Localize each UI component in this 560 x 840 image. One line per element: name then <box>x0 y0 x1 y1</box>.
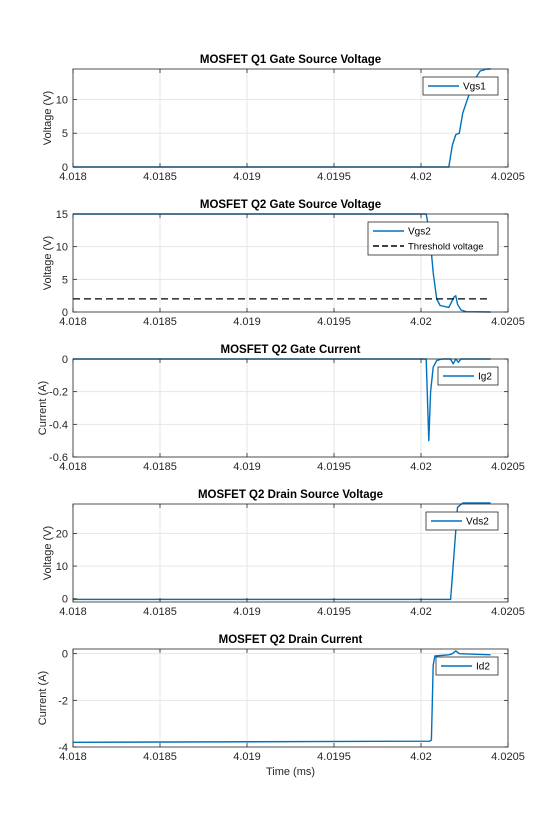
x-tick-label: 4.02 <box>410 751 431 763</box>
chart-title: MOSFET Q2 Gate Source Voltage <box>200 199 381 211</box>
y-tick-label: 10 <box>56 94 68 106</box>
x-tick-label: 4.0195 <box>317 461 351 473</box>
y-axis-label: Current (A) <box>37 381 49 435</box>
y-tick-label: 10 <box>56 561 68 573</box>
y-tick-label: 0 <box>62 307 68 319</box>
x-tick-label: 4.018 <box>59 461 87 473</box>
subplot-3: 4.018 4.0185 4.019 4.0195 4.02 4.0205 -0.6 -0.4… <box>37 344 525 473</box>
axes-box <box>72 68 509 168</box>
legend-label: Threshold voltage <box>408 242 484 253</box>
y-tick-label: 15 <box>56 209 68 221</box>
legend: Vgs2 Threshold voltage <box>367 221 499 256</box>
x-tick-label: 4.019 <box>233 606 261 618</box>
subplot-1: 4.018 4.0185 4.019 4.0195 4.02 4.0205 0 5 10 MOSF… <box>42 54 525 183</box>
x-tick-label: 4.0205 <box>491 751 525 763</box>
x-tick-label: 4.0185 <box>143 316 177 328</box>
y-tick-label: 0 <box>62 162 68 174</box>
axes-box <box>72 213 509 313</box>
x-tick-label: 4.018 <box>59 606 87 618</box>
plot-area <box>73 359 508 457</box>
subplot-4: 4.018 4.0185 4.019 4.0195 4.02 4.0205 0 10 20 MOS… <box>42 489 525 618</box>
plot-area <box>73 649 508 747</box>
series-line-vgs1 <box>73 68 491 168</box>
x-tick-label: 4.02 <box>410 606 431 618</box>
axes-box <box>72 358 509 458</box>
legend: Vds2 <box>425 511 499 531</box>
y-tick-label: 0 <box>62 594 68 606</box>
x-axis-label: Time (ms) <box>266 766 315 778</box>
x-tick-label: 4.0195 <box>317 316 351 328</box>
chart-title: MOSFET Q2 Drain Current <box>219 634 363 646</box>
x-tick-label: 4.0195 <box>317 171 351 183</box>
axes-box <box>72 648 509 748</box>
legend-label: Vgs2 <box>408 227 431 238</box>
y-tick-label: -2 <box>58 695 68 707</box>
legend-label: Vgs1 <box>463 82 486 93</box>
x-tick-label: 4.018 <box>59 171 87 183</box>
y-tick-label: 10 <box>56 242 68 254</box>
x-tick-label: 4.018 <box>59 751 87 763</box>
x-tick-label: 4.019 <box>233 316 261 328</box>
series-line-id2 <box>72 650 491 743</box>
x-tick-label: 4.0205 <box>491 171 525 183</box>
legend-label: Id2 <box>476 662 490 673</box>
legend: Id2 <box>435 656 499 676</box>
x-tick-label: 4.0185 <box>143 751 177 763</box>
x-tick-label: 4.0205 <box>491 606 525 618</box>
x-tick-label: 4.02 <box>410 316 431 328</box>
subplot-5: 4.018 4.0185 4.019 4.0195 4.02 4.0205 -4 -2 0 MOS… <box>37 634 525 778</box>
x-tick-label: 4.019 <box>233 171 261 183</box>
y-tick-label: 0 <box>62 649 68 661</box>
subplot-2: 4.018 4.0185 4.019 4.0195 4.02 4.0205 0 5 10 15 MO… <box>42 199 525 328</box>
x-tick-label: 4.018 <box>59 316 87 328</box>
x-tick-label: 4.0205 <box>491 316 525 328</box>
y-tick-label: 0 <box>62 354 68 366</box>
y-tick-label: -0.2 <box>49 387 68 399</box>
legend: Ig2 <box>437 366 499 386</box>
x-tick-label: 4.0205 <box>491 461 525 473</box>
x-tick-label: 4.02 <box>410 461 431 473</box>
chart-title: MOSFET Q2 Gate Current <box>221 344 361 356</box>
legend-label: Vds2 <box>466 517 489 528</box>
chart-title: MOSFET Q2 Drain Source Voltage <box>198 489 383 501</box>
y-axis-label: Voltage (V) <box>42 526 54 580</box>
legend-box <box>422 76 499 96</box>
y-tick-label: 5 <box>62 128 68 140</box>
x-tick-label: 4.019 <box>233 751 261 763</box>
y-axis-label: Voltage (V) <box>42 91 54 145</box>
y-tick-label: 5 <box>62 274 68 286</box>
x-tick-label: 4.019 <box>233 461 261 473</box>
y-tick-label: -4 <box>58 742 68 754</box>
x-tick-label: 4.0185 <box>143 606 177 618</box>
y-tick-label: -0.6 <box>49 452 68 464</box>
y-tick-label: 20 <box>56 528 68 540</box>
x-tick-label: 4.0195 <box>317 751 351 763</box>
legend-box <box>367 221 499 256</box>
y-axis-label: Current (A) <box>37 671 49 725</box>
y-axis-label: Voltage (V) <box>42 236 54 290</box>
x-tick-label: 4.02 <box>410 171 431 183</box>
legend-label: Ig2 <box>478 372 492 383</box>
x-tick-label: 4.0185 <box>143 171 177 183</box>
chart-title: MOSFET Q1 Gate Source Voltage <box>200 54 381 66</box>
x-tick-label: 4.0195 <box>317 606 351 618</box>
axes-box <box>72 503 509 603</box>
x-tick-label: 4.0185 <box>143 461 177 473</box>
legend: Vgs1 <box>422 76 499 96</box>
y-tick-label: -0.4 <box>49 419 68 431</box>
